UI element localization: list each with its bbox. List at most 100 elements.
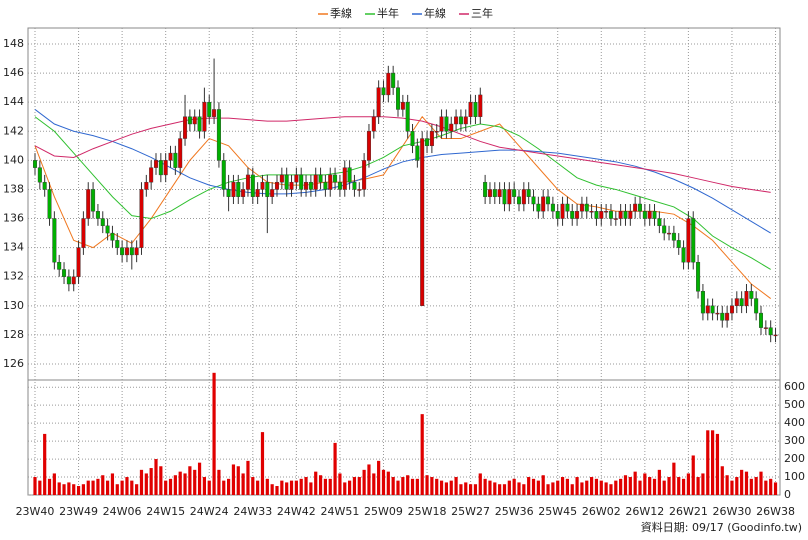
candle-body <box>536 203 541 212</box>
plot-frame <box>27 27 781 496</box>
volume-bar <box>357 477 361 495</box>
volume-bar <box>415 478 419 495</box>
volume-bar <box>560 477 565 495</box>
candle-body <box>144 181 149 190</box>
candle-body <box>478 94 483 117</box>
candle-body <box>444 116 449 132</box>
candle-body <box>458 116 463 125</box>
volume-bar <box>222 480 226 495</box>
volume-bar <box>643 473 647 495</box>
candle-body <box>517 196 522 205</box>
volume-bar <box>425 475 429 495</box>
volume-bar <box>546 484 550 495</box>
volume-bar <box>207 480 211 495</box>
candle-body <box>153 160 158 168</box>
x-tick-label: 24W06 <box>103 505 142 518</box>
candle-body <box>715 312 720 315</box>
volume-bar <box>314 471 318 495</box>
candle-body <box>57 261 62 270</box>
candle-body <box>265 181 270 197</box>
candle-body <box>734 298 739 307</box>
candle-body <box>415 145 420 161</box>
volume-bar <box>135 484 139 495</box>
volume-bar <box>759 471 763 495</box>
candle-body <box>362 160 367 190</box>
volume-bar <box>227 478 231 495</box>
candle-body <box>115 240 120 248</box>
candle-body <box>565 203 570 212</box>
candle-body <box>768 327 773 336</box>
volume-bar <box>754 477 758 495</box>
candle-body <box>396 87 401 110</box>
candle-body <box>686 218 691 263</box>
volume-bar <box>623 475 628 495</box>
volume-bar <box>391 477 395 495</box>
volume-bar <box>430 477 434 495</box>
volume-bar <box>106 480 110 495</box>
y-tick-label: 142 <box>3 124 24 137</box>
candle-body <box>468 101 473 117</box>
volume-bar <box>159 466 163 495</box>
volume-bar <box>164 480 168 495</box>
y2-tick-label: 100 <box>784 470 805 483</box>
candle-body <box>386 72 391 96</box>
volume-bar <box>289 480 294 495</box>
volume-bar <box>265 478 269 495</box>
volume-bar <box>681 478 686 495</box>
candle-body <box>550 203 555 212</box>
candle-body <box>429 131 434 147</box>
volume-bar <box>52 473 56 495</box>
x-tick-label: 26W38 <box>756 505 795 518</box>
volume-bar <box>478 473 482 495</box>
candle-body <box>299 174 304 190</box>
candle-body <box>250 174 255 197</box>
candle-body <box>91 189 96 212</box>
volume-bar <box>740 469 744 495</box>
candle-body <box>81 218 86 248</box>
candle-body <box>749 291 754 299</box>
x-tick-label: 24W51 <box>320 505 359 518</box>
candle-body <box>95 211 100 219</box>
candle-body <box>555 211 560 219</box>
candle-body <box>720 312 725 321</box>
volume-bar <box>348 480 352 495</box>
candle-body <box>100 218 105 227</box>
volume-bar <box>86 480 90 495</box>
volume-bar <box>120 480 124 495</box>
candle-body <box>584 203 589 212</box>
volume-bar <box>522 484 526 495</box>
candle-body <box>725 312 730 321</box>
candle-body <box>216 109 221 161</box>
volume-bar <box>769 478 773 495</box>
x-tick-label: 24W15 <box>146 505 185 518</box>
legend-label: 季線 <box>330 6 352 20</box>
candle-body <box>676 240 681 248</box>
candle-body <box>371 116 376 132</box>
candle-body <box>304 181 309 190</box>
volume-bar <box>614 480 618 495</box>
volume-bar <box>594 478 599 495</box>
candle-body <box>604 211 609 213</box>
candle-body <box>642 211 647 219</box>
volume-bar <box>444 482 448 495</box>
candle-body <box>192 116 197 125</box>
volume-bar <box>527 477 531 495</box>
candle-body <box>608 211 613 219</box>
candle-body <box>454 116 459 125</box>
volume-bar <box>251 477 255 495</box>
volume-bar <box>285 482 289 495</box>
candle-body <box>710 305 715 314</box>
candle-body <box>744 291 749 307</box>
candle-body <box>236 181 241 197</box>
volume-bar <box>483 478 487 495</box>
candle-body <box>158 160 163 176</box>
volume-bar <box>599 480 603 495</box>
candle-body <box>599 211 604 219</box>
volume-bar <box>178 471 182 495</box>
volume-bar <box>662 480 666 495</box>
candle-body <box>134 247 139 256</box>
candle-body <box>357 189 362 191</box>
volume-bar <box>183 473 187 495</box>
volume-bar <box>619 478 623 495</box>
x-tick-label: 24W42 <box>277 505 316 518</box>
